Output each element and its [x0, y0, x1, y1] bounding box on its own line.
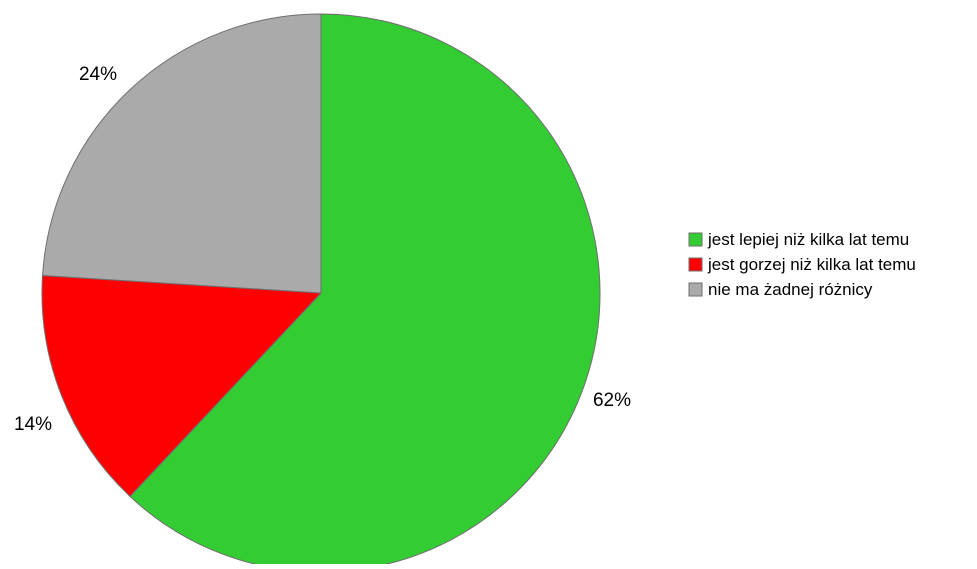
pie-slices — [41, 13, 601, 569]
pie-slice-3 — [42, 13, 322, 294]
slice-value-label-1: 62% — [593, 390, 631, 411]
pie-slice-2 — [41, 274, 323, 498]
legend-label-2: jest gorzej niż kilka lat temu — [707, 255, 916, 274]
legend-swatch-1 — [688, 232, 703, 247]
legend-label-1: jest lepiej niż kilka lat temu — [707, 230, 909, 249]
legend-swatch-3 — [688, 282, 703, 297]
pie-value-labels: 62% 14% 24% — [14, 64, 631, 435]
legend-label-3: nie ma żadnej różnicy — [708, 280, 873, 299]
slice-value-label-3: 24% — [79, 64, 117, 85]
slice-value-label-2: 14% — [14, 414, 52, 435]
legend-swatch-2 — [688, 257, 703, 272]
legend: jest lepiej niż kilka lat temu jest gorze… — [688, 230, 916, 299]
